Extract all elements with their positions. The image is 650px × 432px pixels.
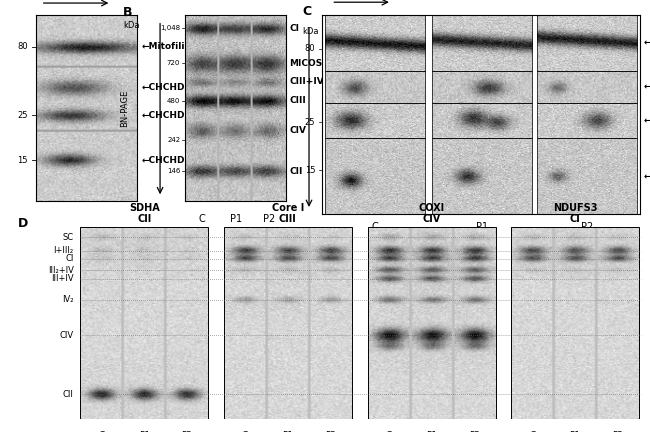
Text: ←CHCHD6: ←CHCHD6 (644, 82, 650, 91)
Text: CI: CI (289, 24, 299, 33)
Text: SC: SC (62, 233, 73, 242)
Text: P2: P2 (325, 431, 336, 432)
Bar (81, 227, 209, 419)
Text: 480: 480 (167, 98, 180, 104)
Text: P1: P1 (476, 222, 488, 232)
Text: CIV: CIV (60, 331, 73, 340)
Text: P2: P2 (181, 431, 192, 432)
Text: ←CHCHD10: ←CHCHD10 (142, 156, 198, 165)
Text: C: C (372, 222, 378, 232)
Text: 1,048: 1,048 (160, 25, 180, 31)
Text: CIV: CIV (422, 214, 441, 224)
Text: 720: 720 (167, 60, 180, 67)
Text: ←CHCHD3: ←CHCHD3 (142, 111, 191, 120)
Text: C: C (99, 431, 105, 432)
Bar (432, 102, 532, 138)
Text: P1: P1 (426, 431, 437, 432)
Text: Core I: Core I (272, 203, 304, 213)
Bar (325, 102, 425, 138)
Text: CII: CII (63, 390, 73, 399)
Bar (537, 138, 637, 214)
Text: CIII+IV: CIII+IV (289, 77, 324, 86)
Text: 25: 25 (17, 111, 28, 120)
Text: P2: P2 (469, 431, 480, 432)
Text: CII: CII (289, 167, 302, 176)
Text: ←CHCHD10: ←CHCHD10 (644, 172, 650, 181)
Text: ←Mitofilin: ←Mitofilin (644, 38, 650, 48)
Text: 80: 80 (305, 44, 315, 54)
Bar (325, 71, 425, 102)
Text: D: D (18, 217, 28, 230)
Bar (368, 227, 495, 419)
Text: ←CHCHD6: ←CHCHD6 (142, 83, 191, 92)
Bar (511, 227, 639, 419)
Text: CIV: CIV (289, 126, 306, 135)
Text: SDHA: SDHA (129, 203, 160, 213)
Bar (432, 15, 532, 71)
Text: C: C (199, 214, 205, 224)
Text: C: C (242, 431, 248, 432)
Text: I+III₂: I+III₂ (53, 246, 73, 255)
Text: P1: P1 (139, 431, 150, 432)
Text: C: C (386, 431, 392, 432)
Text: CI: CI (65, 254, 73, 263)
Bar (537, 71, 637, 102)
Text: 80: 80 (17, 42, 28, 51)
Bar (224, 227, 352, 419)
Text: NDUFS3: NDUFS3 (552, 203, 597, 213)
Text: 15: 15 (17, 156, 28, 165)
Text: kDa: kDa (123, 21, 139, 30)
Text: BN-PAGE: BN-PAGE (120, 89, 129, 127)
Text: C: C (529, 431, 536, 432)
Text: C: C (303, 5, 312, 18)
Text: 700: 700 (66, 0, 83, 1)
Bar (325, 15, 425, 71)
Text: CIII: CIII (289, 96, 306, 105)
Text: CII: CII (137, 214, 151, 224)
Bar (325, 138, 425, 214)
Text: ←CHCHD3: ←CHCHD3 (644, 116, 650, 125)
Text: P1: P1 (282, 431, 293, 432)
Text: 146: 146 (167, 168, 180, 174)
Text: kDa: kDa (303, 27, 319, 36)
Text: 15: 15 (305, 165, 315, 175)
Text: MICOS: MICOS (289, 59, 322, 68)
Text: P1: P1 (569, 431, 580, 432)
Bar (432, 138, 532, 214)
Text: 25: 25 (305, 118, 315, 127)
Text: CI: CI (569, 214, 580, 224)
Text: P2: P2 (581, 222, 593, 232)
Text: CIII: CIII (279, 214, 296, 224)
Text: B: B (123, 6, 133, 19)
Text: IV₂: IV₂ (62, 295, 73, 305)
Text: COXI: COXI (419, 203, 445, 213)
Text: III₂+IV: III₂+IV (47, 266, 73, 275)
Bar (537, 15, 637, 71)
Text: P2: P2 (263, 214, 276, 224)
Bar (537, 102, 637, 138)
Text: P2: P2 (612, 431, 623, 432)
Text: ←Mitofilin: ←Mitofilin (142, 42, 192, 51)
Text: 242: 242 (167, 137, 180, 143)
Text: III+IV: III+IV (51, 274, 73, 283)
Bar (432, 71, 532, 102)
Text: P1: P1 (229, 214, 242, 224)
